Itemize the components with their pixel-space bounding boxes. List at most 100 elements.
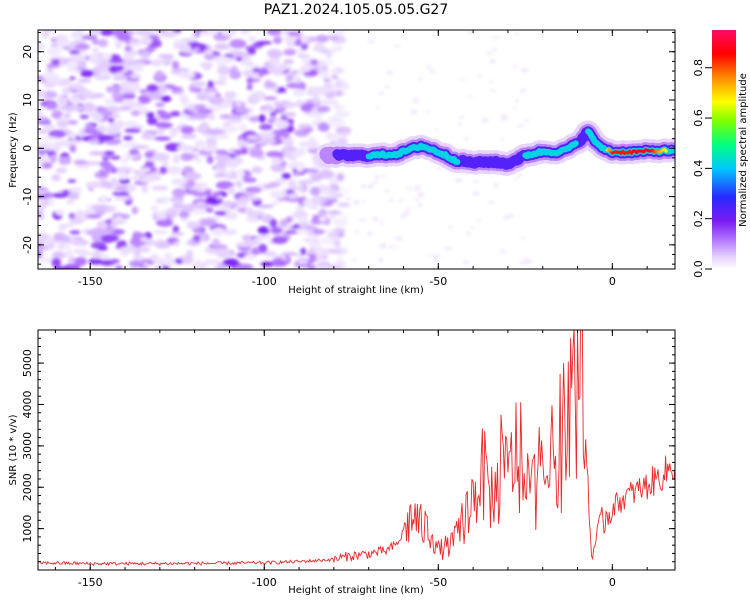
- y-tick-label: 20: [21, 45, 34, 59]
- noise-blob: [317, 122, 330, 132]
- noise-blob: [246, 192, 254, 197]
- noise-blob: [417, 203, 423, 208]
- x-tick-label: -50: [429, 576, 447, 589]
- noise-blob: [212, 191, 220, 198]
- noise-blob: [101, 52, 112, 61]
- noise-blob: [339, 212, 348, 223]
- noise-blob: [298, 222, 311, 229]
- noise-blob: [271, 236, 288, 244]
- noise-blob: [160, 95, 172, 103]
- noise-blob: [287, 31, 301, 37]
- noise-blob: [69, 218, 84, 225]
- noise-blob: [224, 213, 233, 219]
- noise-blob: [383, 85, 391, 89]
- noise-blob: [302, 198, 315, 207]
- noise-blob: [159, 166, 168, 175]
- noise-blob: [252, 67, 261, 73]
- noise-blob: [336, 173, 345, 182]
- noise-blob: [140, 36, 152, 46]
- noise-blob: [284, 230, 298, 234]
- noise-blob: [227, 186, 236, 195]
- noise-blob: [118, 106, 132, 111]
- noise-blob: [256, 204, 275, 209]
- noise-blob: [190, 81, 207, 87]
- noise-blob: [494, 182, 499, 188]
- noise-blob: [222, 258, 239, 267]
- noise-blob: [211, 239, 221, 247]
- noise-blob: [217, 65, 230, 74]
- noise-blob: [254, 91, 266, 98]
- noise-blob: [413, 185, 421, 191]
- noise-blob: [501, 116, 509, 121]
- noise-blob: [274, 65, 292, 71]
- noise-blob: [427, 64, 432, 70]
- noise-blob: [329, 231, 339, 240]
- noise-blob: [233, 149, 243, 156]
- noise-blob: [312, 229, 326, 235]
- noise-blob: [319, 87, 337, 97]
- colorbar-tick-label: 0.0: [692, 260, 705, 278]
- noise-blob: [202, 62, 212, 71]
- noise-blob: [116, 119, 124, 129]
- x-tick-label: 0: [609, 275, 616, 288]
- noise-blob: [337, 202, 351, 208]
- noise-blob: [171, 60, 180, 70]
- noise-blob: [134, 124, 144, 129]
- noise-blob: [213, 173, 227, 178]
- noise-blob: [69, 83, 84, 90]
- noise-blob: [92, 48, 99, 53]
- noise-blob: [154, 128, 165, 135]
- noise-blob: [334, 228, 346, 233]
- noise-blob: [375, 106, 381, 109]
- spectrogram-y-label: Frequency (Hz): [8, 112, 19, 188]
- noise-blob: [295, 228, 309, 234]
- noise-blob: [38, 257, 55, 263]
- noise-blob: [500, 137, 505, 141]
- noise-blob: [109, 57, 124, 64]
- x-tick-label: -150: [78, 576, 103, 589]
- noise-blob: [168, 209, 178, 219]
- noise-blob: [192, 263, 202, 268]
- noise-blob: [178, 43, 188, 51]
- noise-blob: [318, 169, 334, 179]
- noise-blob: [163, 253, 173, 259]
- noise-blob: [237, 207, 247, 213]
- noise-blob: [274, 33, 281, 39]
- noise-blob: [42, 162, 53, 169]
- noise-blob: [229, 67, 239, 77]
- noise-blob: [146, 117, 158, 125]
- noise-blob: [466, 231, 471, 236]
- noise-blob: [244, 253, 257, 260]
- y-tick-label: -10: [21, 188, 34, 206]
- noise-blob: [178, 211, 190, 218]
- noise-blob: [224, 91, 237, 99]
- noise-blob: [81, 35, 98, 40]
- noise-blob: [172, 225, 180, 234]
- noise-blob: [339, 130, 352, 137]
- noise-blob: [318, 217, 328, 222]
- noise-blob: [521, 68, 529, 73]
- noise-blob: [155, 219, 174, 227]
- noise-blob: [73, 30, 83, 38]
- noise-blob: [192, 192, 208, 197]
- noise-blob: [112, 191, 130, 197]
- noise-blob: [237, 139, 246, 148]
- noise-blob: [172, 188, 187, 198]
- noise-blob: [118, 172, 129, 180]
- noise-blob: [202, 145, 219, 152]
- noise-blob: [73, 39, 86, 44]
- snr-panel: -150 -100 -50 0 1000 2000 3000 4000 5000 Height …: [8, 329, 676, 596]
- noise-blob: [281, 251, 298, 256]
- noise-blob: [112, 30, 129, 38]
- noise-blob: [332, 104, 346, 112]
- x-tick-label: -50: [429, 275, 447, 288]
- noise-blob: [471, 179, 480, 183]
- noise-blob: [146, 91, 162, 99]
- noise-blob: [468, 95, 473, 98]
- noise-blob: [81, 90, 95, 99]
- noise-blob: [196, 92, 210, 101]
- noise-blobs: [38, 30, 538, 269]
- noise-blob: [486, 51, 493, 56]
- noise-blob: [491, 89, 496, 93]
